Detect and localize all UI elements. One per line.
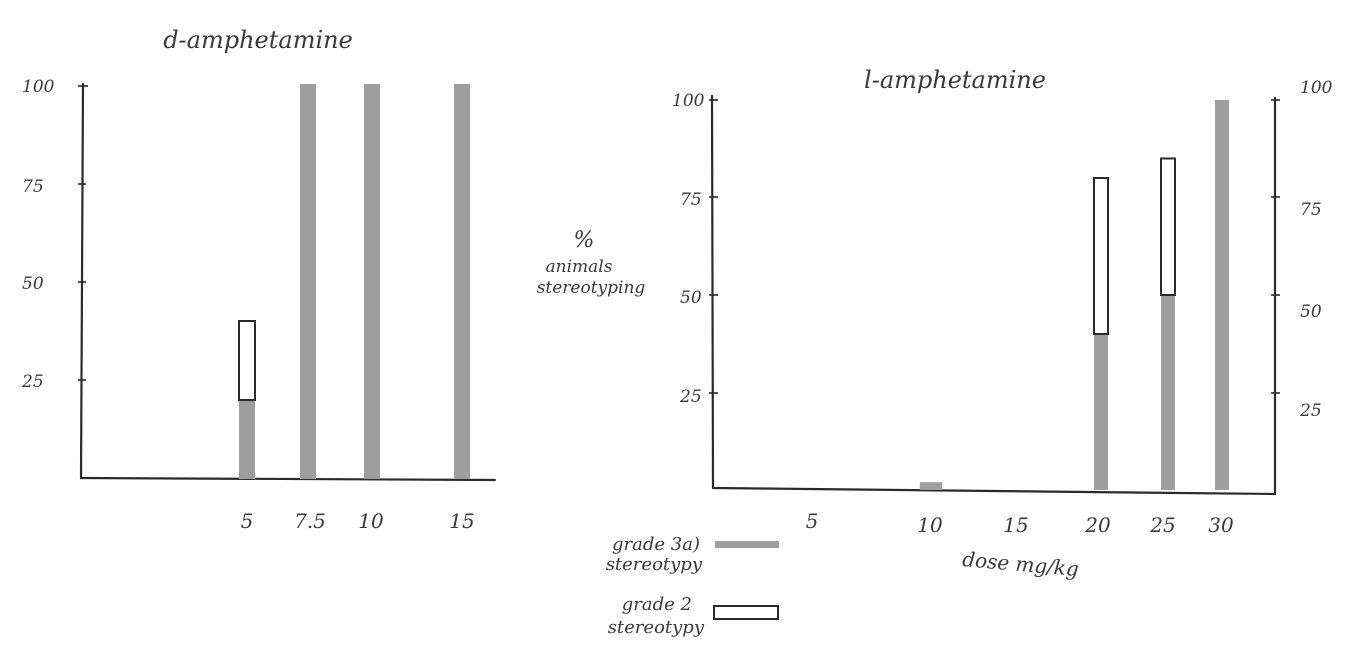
bar-grade3 [1094,334,1108,490]
legend-swatch-grade3 [715,541,779,548]
legend-swatch-grade2 [713,605,779,620]
legend-label-grade2-line1: grade 2 [622,594,692,615]
panel-d-amphetamine: d-amphetamine 100 75 50 25 5 7.5 10 15 [21,26,497,533]
x-tick-label: 7.5 [294,509,326,533]
x-axis [711,486,1277,496]
legend-label-grade3-line1: grade 3a) [612,534,700,555]
chart-title-d-amphetamine: d-amphetamine [163,26,353,54]
y-tick-label: 100 [22,77,55,97]
bar-grade2 [1160,157,1176,296]
chart-title-l-amphetamine: l-amphetamine [864,66,1046,94]
y-tick-label: 50 [680,288,702,308]
bar-grade3 [300,84,316,479]
y-axis-label-line: stereotyping [537,278,646,298]
x-axis-label: dose mg/kg [961,547,1079,581]
x-tick-labels: 5 7.5 10 15 [241,509,475,533]
y-tick-marks [709,99,1280,394]
legend-label-grade2-line2: stereotypy [608,617,705,638]
panel-l-amphetamine: l-amphetamine 100 75 50 25 100 75 50 25 [672,66,1333,537]
bar-grade2 [238,320,256,401]
y-axis-left [79,82,85,480]
bar-grade3 [239,400,255,479]
x-tick-label: 30 [1208,513,1234,537]
bars [919,100,1229,490]
y-tick-label-right: 50 [1300,302,1322,322]
x-tick-label: 25 [1149,513,1175,537]
y-tick-labels: 100 75 50 25 [672,91,705,407]
x-tick-label: 15 [1003,513,1028,537]
y-tick-label: 25 [21,372,44,392]
y-axis-label-line: % [574,228,595,253]
y-axis-label-line: animals [546,257,613,277]
legend: grade 3a) stereotypy grade 2 stereotypy [606,534,779,638]
y-tick-label: 75 [680,190,702,210]
y-axis-label: % animals stereotyping [537,228,646,298]
bar-grade3 [364,84,380,479]
y-tick-label: 100 [672,91,705,111]
x-tick-label: 10 [917,513,943,537]
y-tick-label: 75 [22,177,44,197]
y-tick-label: 25 [679,387,702,407]
bar-grade2 [1093,177,1109,335]
y-tick-labels-right: 100 75 50 25 [1299,78,1333,421]
x-axis [79,476,497,482]
y-tick-marks [78,85,88,381]
bar-grade3 [919,482,943,490]
y-axis-left [710,94,715,490]
y-tick-label-right: 25 [1299,401,1322,421]
bar-grade3 [454,84,470,479]
x-tick-label: 5 [241,509,254,533]
bar-grade3 [1161,295,1175,490]
x-tick-label: 20 [1084,513,1111,537]
x-tick-label: 10 [358,509,384,533]
x-tick-label: 15 [449,509,474,533]
y-tick-label: 50 [22,274,44,294]
y-tick-label-right: 75 [1300,200,1322,220]
bar-grade3 [1215,100,1229,490]
bars [238,84,470,479]
y-tick-label-right: 100 [1300,78,1333,98]
y-tick-labels: 100 75 50 25 [21,77,55,392]
legend-label-grade3-line2: stereotypy [606,554,703,575]
x-tick-label: 5 [806,509,819,533]
x-tick-labels: 5 10 15 20 25 30 [806,509,1234,537]
